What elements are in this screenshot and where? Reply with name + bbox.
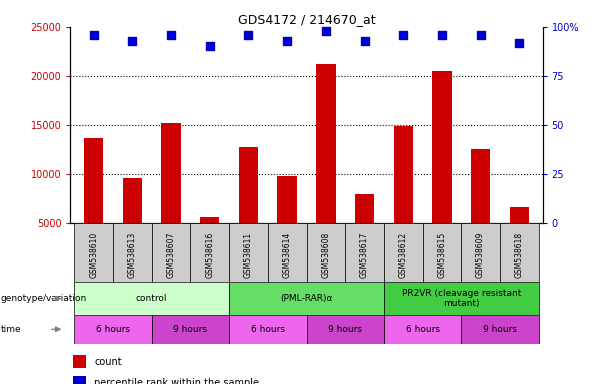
Bar [384, 282, 539, 315]
Bar [306, 223, 345, 282]
Bar [432, 71, 452, 272]
Bar [471, 149, 490, 272]
Text: GSM538609: GSM538609 [476, 232, 485, 278]
Bar [161, 123, 181, 272]
Text: GSM538615: GSM538615 [438, 232, 446, 278]
Text: count: count [94, 357, 122, 367]
Bar [461, 315, 539, 344]
Point [89, 31, 99, 38]
Point [476, 31, 485, 38]
Bar [73, 355, 86, 368]
Bar [345, 223, 384, 282]
Bar [239, 147, 258, 272]
Bar [461, 223, 500, 282]
Text: GSM538607: GSM538607 [167, 232, 175, 278]
Bar [306, 315, 384, 344]
Text: control: control [136, 294, 167, 303]
Text: 9 hours: 9 hours [328, 325, 362, 334]
Bar [113, 223, 152, 282]
Point [282, 38, 292, 44]
Text: time: time [1, 325, 21, 334]
Bar [229, 223, 268, 282]
Bar [84, 137, 104, 272]
Bar [123, 178, 142, 272]
Text: genotype/variation: genotype/variation [1, 294, 87, 303]
Text: GSM538613: GSM538613 [128, 232, 137, 278]
Bar [152, 315, 229, 344]
Text: GSM538618: GSM538618 [515, 232, 524, 278]
Bar [268, 223, 306, 282]
Text: 6 hours: 6 hours [251, 325, 285, 334]
Text: GSM538614: GSM538614 [283, 232, 292, 278]
Point [243, 31, 253, 38]
Point [360, 38, 370, 44]
Text: GSM538610: GSM538610 [89, 232, 98, 278]
Text: GSM538611: GSM538611 [244, 232, 253, 278]
Bar [384, 223, 422, 282]
Text: GSM538608: GSM538608 [321, 232, 330, 278]
Point [398, 31, 408, 38]
Bar [191, 223, 229, 282]
Bar [316, 64, 335, 272]
Bar [152, 223, 191, 282]
Point [166, 31, 176, 38]
Point [437, 31, 447, 38]
Point [321, 28, 331, 34]
Bar [509, 207, 529, 272]
Text: PR2VR (cleavage resistant
mutant): PR2VR (cleavage resistant mutant) [402, 289, 521, 308]
Bar [278, 176, 297, 272]
Bar [422, 223, 461, 282]
Text: (PML-RAR)α: (PML-RAR)α [280, 294, 333, 303]
Bar [73, 376, 86, 384]
Bar [355, 194, 374, 272]
Bar [74, 282, 229, 315]
Bar [229, 315, 306, 344]
Text: GSM538617: GSM538617 [360, 232, 369, 278]
Text: percentile rank within the sample: percentile rank within the sample [94, 377, 259, 384]
Bar [394, 126, 413, 272]
Point [205, 43, 215, 50]
Text: 6 hours: 6 hours [406, 325, 440, 334]
Text: GSM538612: GSM538612 [398, 232, 408, 278]
Bar [500, 223, 539, 282]
Bar [200, 217, 219, 272]
Bar [384, 315, 461, 344]
Point [128, 38, 137, 44]
Text: 9 hours: 9 hours [483, 325, 517, 334]
Text: 6 hours: 6 hours [96, 325, 130, 334]
Text: GSM538616: GSM538616 [205, 232, 215, 278]
Bar [229, 282, 384, 315]
Point [514, 40, 524, 46]
Text: 9 hours: 9 hours [173, 325, 207, 334]
Title: GDS4172 / 214670_at: GDS4172 / 214670_at [238, 13, 375, 26]
Bar [74, 315, 152, 344]
Bar [74, 223, 113, 282]
